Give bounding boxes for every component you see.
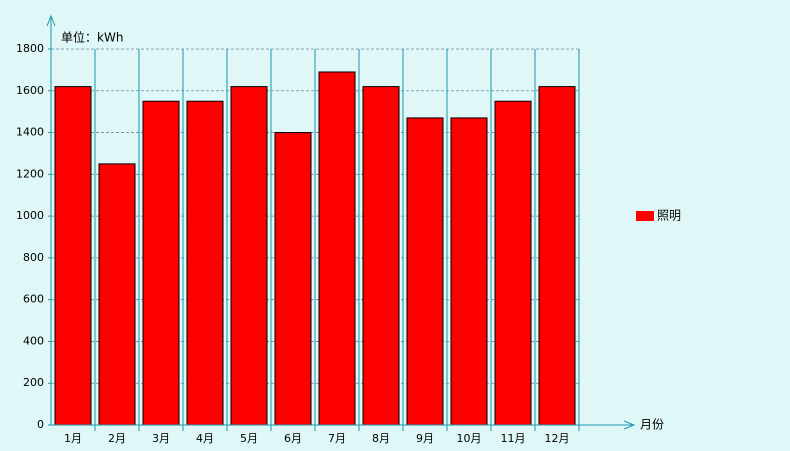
y-tick-label: 1400 [16, 126, 44, 139]
x-tick-label: 1月 [64, 432, 82, 445]
y-tick-label: 400 [23, 334, 44, 347]
y-tick-label: 800 [23, 251, 44, 264]
x-axis-arrow [623, 420, 636, 430]
x-tick-label: 4月 [196, 432, 214, 445]
bar [274, 132, 312, 426]
bar [362, 86, 400, 426]
legend-label: 照明 [657, 209, 681, 223]
x-axis-label: 月份 [640, 418, 664, 432]
bar [54, 86, 92, 426]
x-tick-label: 7月 [328, 432, 346, 445]
x-tick-label: 2月 [108, 432, 126, 445]
x-tick-label: 11月 [501, 432, 526, 445]
bar [98, 163, 136, 426]
x-tick-label: 5月 [240, 432, 258, 445]
bar [186, 100, 224, 426]
y-tick-label: 1000 [16, 209, 44, 222]
x-tick-label: 3月 [152, 432, 170, 445]
bar [142, 100, 180, 426]
y-tick-label: 1200 [16, 167, 44, 180]
x-tick-label: 10月 [457, 432, 482, 445]
bar [494, 100, 532, 426]
x-tick-label: 6月 [284, 432, 302, 445]
y-tick-label: 600 [23, 293, 44, 306]
legend-swatch [636, 211, 654, 221]
bar [406, 117, 444, 426]
bar [230, 86, 268, 426]
bar [450, 117, 488, 426]
y-tick-label: 1600 [16, 84, 44, 97]
y-tick-label: 1800 [16, 42, 44, 55]
y-axis-label: 单位：kWh [61, 30, 123, 45]
x-tick-label: 8月 [372, 432, 390, 445]
y-tick-label: 0 [37, 418, 44, 431]
x-tick-label: 12月 [545, 432, 570, 445]
y-tick-label: 200 [23, 376, 44, 389]
y-axis-arrow [46, 14, 56, 27]
bar [318, 71, 356, 426]
x-tick-label: 9月 [416, 432, 434, 445]
bar [538, 86, 576, 426]
